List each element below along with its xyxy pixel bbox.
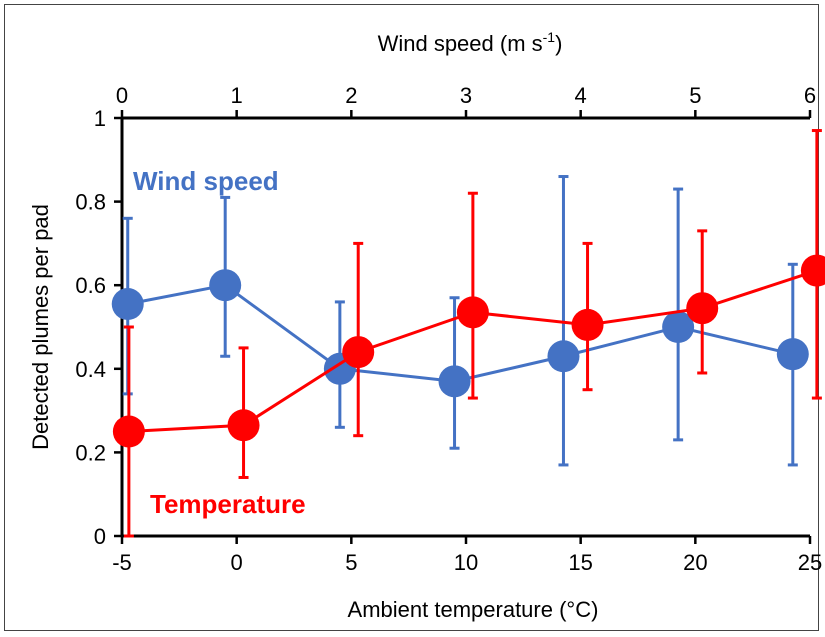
series-layer — [111, 129, 825, 538]
data-point — [547, 340, 580, 373]
top-tick-label: 6 — [804, 83, 816, 108]
data-point — [227, 409, 260, 442]
y-tick-label: 1 — [94, 106, 106, 131]
x-tick-label: 0 — [231, 550, 243, 575]
labels-layer: Wind speed Temperature Ambient temperatu… — [28, 29, 598, 622]
axes-group: 00.20.40.60.81-5 0 5 10 15 20 250 1 2 3 4 5 6 — [75, 83, 822, 575]
data-point — [112, 415, 145, 448]
x-tick-label: 10 — [454, 550, 478, 575]
data-point — [438, 365, 471, 398]
series-wind-speed — [111, 175, 809, 467]
x-tick-label: 15 — [568, 550, 592, 575]
x-tick-label: 20 — [683, 550, 707, 575]
top-tick-label: 3 — [460, 83, 472, 108]
y-tick-label: 0 — [94, 524, 106, 549]
data-point — [662, 311, 695, 343]
data-point — [686, 292, 719, 325]
y-tick-label: 0.2 — [75, 440, 106, 465]
data-point — [342, 336, 375, 369]
data-point — [111, 288, 144, 321]
x-axis-title: Ambient temperature (°C) — [348, 597, 599, 622]
data-point — [800, 254, 825, 287]
y-tick-label: 0.6 — [75, 273, 106, 298]
top-tick-label: 5 — [689, 83, 701, 108]
y-tick-label: 0.8 — [75, 190, 106, 215]
y-tick-label: 0.4 — [75, 357, 106, 382]
x-tick-label: -5 — [112, 550, 132, 575]
top-axis-title: Wind speed (m s-1) — [378, 29, 563, 56]
data-point — [209, 269, 242, 302]
y-axis-title: Detected plumes per pad — [28, 204, 53, 450]
top-tick-label: 0 — [116, 83, 128, 108]
series-label-temperature: Temperature — [150, 489, 306, 519]
data-point — [456, 296, 489, 329]
series-label-wind-speed: Wind speed — [133, 166, 279, 196]
top-tick-label: 4 — [575, 83, 587, 108]
data-point — [571, 308, 604, 341]
data-point — [776, 338, 809, 371]
top-tick-label: 2 — [345, 83, 357, 108]
top-tick-label: 1 — [231, 83, 243, 108]
x-tick-label: 25 — [798, 550, 822, 575]
series-temperature — [112, 129, 825, 538]
x-tick-label: 5 — [345, 550, 357, 575]
